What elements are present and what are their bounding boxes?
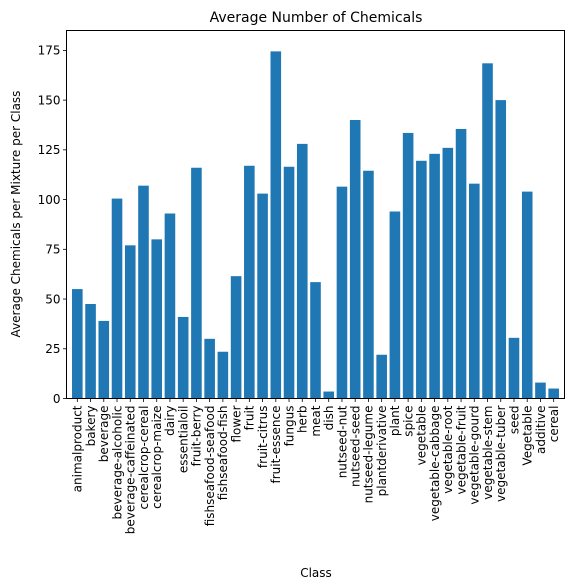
x-tick-label: beverage-alcoholic	[110, 406, 124, 520]
bar-seed	[508, 337, 520, 399]
bar-plant	[389, 211, 401, 399]
bar-bakery	[85, 304, 96, 399]
x-tick-label: vegetable-root	[441, 405, 455, 494]
bar-vegetable-gourd	[469, 183, 480, 399]
x-tick-label: meat	[309, 405, 323, 436]
bar-fruit	[244, 165, 255, 399]
x-tick-label: plant	[388, 405, 402, 436]
bar-dairy	[164, 213, 176, 399]
x-tick-label: essentialoil	[176, 406, 190, 474]
x-tick-label: animalproduct	[71, 405, 85, 492]
bar-cereal	[548, 388, 559, 399]
bar-additive	[535, 382, 546, 399]
x-tick-label: spice	[401, 406, 415, 437]
x-tick-label: additive	[534, 406, 548, 454]
bar-vegetable-tuber	[495, 100, 507, 399]
bar-flower	[230, 276, 242, 399]
bar-fishseafood-fish	[217, 351, 229, 399]
bar-vegetable-fruit	[455, 128, 467, 399]
bar-fruit-berry	[191, 167, 202, 399]
x-tick-label: vegetable-fruit	[454, 405, 468, 494]
bar-herb	[296, 143, 308, 399]
x-tick-label: nutseed-seed	[349, 406, 363, 488]
x-tick-label: fruit-berry	[190, 406, 204, 467]
bar-vegetable-stem	[482, 63, 493, 399]
x-tick-label: vegetable	[415, 406, 429, 466]
bar-beverage-caffeinated	[124, 245, 136, 399]
bar-fruit-essence	[270, 51, 282, 399]
x-tick-label: fungus	[282, 406, 296, 447]
x-tick-label: dish	[322, 406, 336, 431]
bar-beverage-alcoholic	[111, 198, 123, 399]
bar-nutseed-seed	[349, 120, 361, 399]
bar-dish	[323, 391, 335, 399]
x-tick-label: vegetable-gourd	[468, 406, 482, 505]
bar-vegetable-cabbage	[429, 153, 440, 399]
x-tick-label: flower	[229, 405, 243, 442]
bars-group	[72, 51, 559, 399]
x-tick-label: dairy	[163, 406, 177, 436]
x-tick-label: vegetable-stem	[481, 406, 495, 500]
y-tick-label: 75	[45, 243, 60, 257]
bar-fruit-citrus	[257, 193, 268, 399]
x-tick-label: plantderivative	[375, 406, 389, 497]
y-axis-title: Average Chemicals per Mixture per Class	[9, 91, 23, 338]
y-tick-label: 150	[38, 93, 61, 107]
x-tick-label: nutseed-nut	[335, 405, 349, 478]
x-tick-label: bakery	[84, 406, 98, 447]
y-tick-label: 100	[38, 193, 61, 207]
y-tick-label: 0	[53, 392, 61, 406]
x-axis-title: Class	[300, 566, 332, 580]
x-tick-label: cereal	[547, 406, 561, 443]
bar-essentialoil	[177, 316, 189, 399]
bar-spice	[402, 132, 414, 399]
x-axis: animalproduct bakery beverage beverage-alco…	[71, 398, 561, 535]
bar-animalproduct	[72, 289, 83, 399]
chart-title: Average Number of Chemicals	[210, 10, 423, 26]
x-tick-label: fruit-essence	[269, 406, 283, 484]
y-tick-label: 125	[38, 143, 61, 157]
x-tick-label: fruit-citrus	[256, 406, 270, 469]
x-tick-label: herb	[296, 406, 310, 434]
x-tick-label: fishseafood-seafood	[203, 406, 217, 527]
x-tick-label: vegetable-cabbage	[428, 406, 442, 522]
bar-vegetable	[416, 160, 427, 399]
x-tick-label: fishseafood-fish	[216, 406, 230, 501]
y-axis: 0 25 50 75 100 125 150 175	[38, 44, 67, 406]
bar-cerealcrop-cereal	[138, 185, 149, 399]
bar-vegetable-root	[442, 147, 454, 399]
bar-nutseed-nut	[336, 186, 348, 399]
x-tick-label: cerealcrop-cereal	[137, 406, 151, 510]
x-tick-label: seed	[507, 406, 521, 435]
x-tick-label: Vegetable	[521, 406, 535, 466]
y-tick-label: 50	[45, 292, 60, 306]
bar-fungus	[283, 166, 295, 399]
x-tick-label: nutseed-legume	[362, 406, 376, 504]
x-tick-label: beverage	[97, 406, 111, 463]
y-tick-label: 25	[45, 342, 60, 356]
bar-plantderivative	[376, 354, 387, 399]
bar-nutseed-legume	[363, 170, 374, 399]
bar-beverage	[98, 320, 110, 399]
plot-frame	[66, 30, 565, 399]
x-tick-label: fruit	[243, 405, 257, 430]
x-tick-label: beverage-caffeinated	[124, 406, 138, 535]
x-tick-label: vegetable-tuber	[494, 405, 508, 502]
bar-cerealcrop-maize	[151, 239, 163, 399]
x-tick-label: cerealcrop-maize	[150, 406, 164, 509]
bar-meat	[310, 282, 321, 399]
y-tick-label: 175	[38, 44, 61, 58]
bar-fishseafood-seafood	[204, 338, 215, 399]
bar-vegetable	[521, 191, 533, 399]
